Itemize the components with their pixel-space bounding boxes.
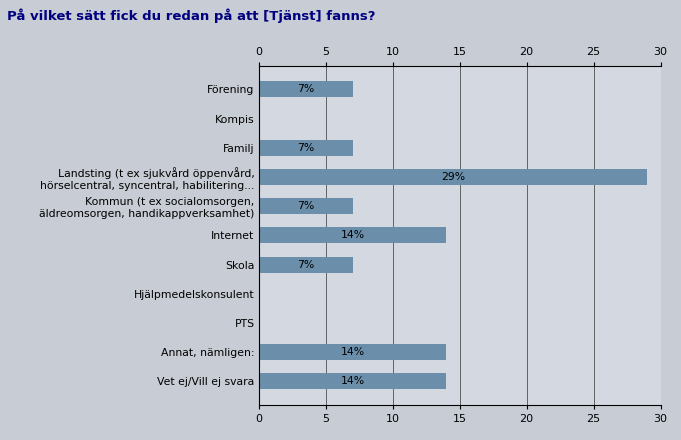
Bar: [259, 257, 353, 273]
Text: 14%: 14%: [340, 347, 364, 357]
Text: 7%: 7%: [297, 143, 314, 153]
Text: 7%: 7%: [297, 260, 314, 270]
Text: 29%: 29%: [441, 172, 465, 182]
Text: 7%: 7%: [297, 201, 314, 211]
Bar: [259, 81, 353, 97]
Bar: [259, 374, 446, 389]
Text: 14%: 14%: [340, 231, 364, 240]
Bar: [259, 169, 647, 185]
Bar: [259, 344, 446, 360]
Bar: [259, 140, 353, 156]
Text: 14%: 14%: [340, 376, 364, 386]
Bar: [259, 227, 446, 243]
Text: På vilket sätt fick du redan på att [Tjänst] fanns?: På vilket sätt fick du redan på att [Tjä…: [7, 9, 375, 23]
Bar: [259, 198, 353, 214]
Text: 7%: 7%: [297, 84, 314, 95]
